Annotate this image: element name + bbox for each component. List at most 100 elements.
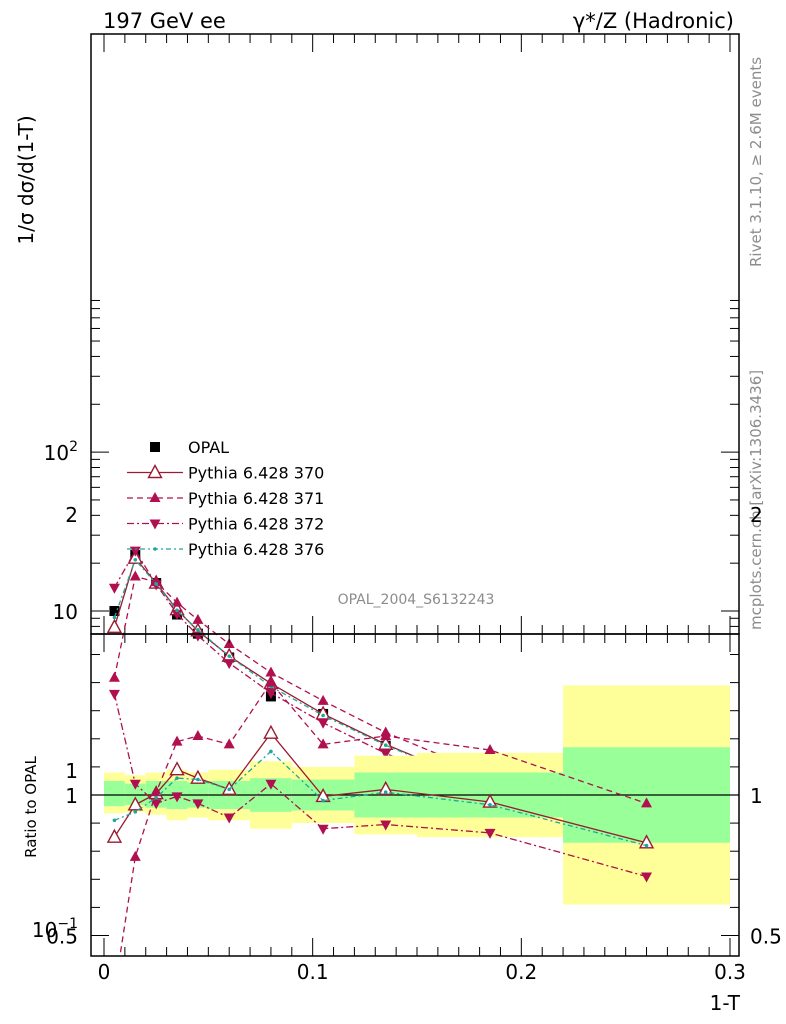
ratio-data-point — [112, 818, 117, 823]
ratio-data-point — [175, 776, 179, 780]
data-point — [227, 654, 231, 658]
ratio-data-point — [641, 872, 653, 883]
main-ytick-label-base: 10 — [44, 441, 69, 465]
data-point — [112, 615, 117, 620]
ratio-data-point — [265, 779, 277, 790]
ratio-ytick-label-left: 0.5 — [46, 925, 78, 949]
ratio-data-point — [380, 820, 392, 831]
ratio-data-point — [380, 729, 392, 740]
ratio-data-point — [482, 793, 498, 808]
data-point — [133, 557, 138, 562]
ratio-xtick-label: 0.2 — [505, 960, 537, 984]
legend-marker — [150, 442, 160, 452]
ratio-data-point — [638, 834, 655, 849]
main-ytick-label-base: 10 — [32, 918, 57, 942]
legend-marker — [149, 519, 161, 530]
data-point — [196, 628, 200, 632]
ratio-data-point — [644, 843, 649, 848]
data-point — [108, 583, 120, 594]
ratio-ytick-label-left: 1 — [65, 784, 78, 808]
data-point — [380, 749, 392, 760]
legend-entry-opal: OPAL — [150, 438, 229, 457]
legend-marker — [149, 492, 161, 502]
ratio-data-point — [223, 738, 235, 749]
data-point — [317, 718, 329, 729]
ratio-data-point — [263, 724, 279, 739]
ratio-data-point — [171, 735, 183, 746]
ratio-data-point — [127, 796, 143, 811]
data-point — [154, 582, 158, 586]
ratio-data-point — [171, 792, 183, 803]
ratio-data-point — [265, 676, 277, 687]
data-point — [265, 688, 277, 699]
ratio-data-point — [641, 797, 653, 808]
data-point — [265, 666, 277, 677]
legend-label: OPAL — [188, 438, 229, 457]
ratio-series-pythia-6-428-372 — [108, 689, 653, 883]
data-point — [192, 613, 204, 624]
analysis-label: OPAL_2004_S6132243 — [338, 592, 495, 608]
ratio-data-point — [150, 786, 162, 797]
data-point — [175, 608, 179, 613]
ratio-xtick-label: 0 — [98, 960, 111, 984]
ratio-xlabel: 1-T — [710, 991, 741, 1015]
ratio-ticks: 0.5 0.51 12 20 0.1 0.2 0.3 — [46, 503, 782, 984]
data-point — [321, 713, 325, 718]
ratio-data-point — [484, 828, 496, 839]
data-point — [109, 606, 120, 616]
data-point — [129, 570, 141, 581]
ratio-data-point — [223, 813, 235, 824]
ratio-data-point — [150, 799, 162, 810]
ratio-xtick-label: 0.1 — [297, 960, 329, 984]
data-point — [108, 671, 120, 682]
main-ytick-label-exp: 2 — [69, 439, 78, 455]
data-point — [317, 694, 329, 705]
ratio-data-point — [196, 777, 200, 782]
ratio-data-point — [317, 738, 329, 749]
legend-marker — [153, 547, 157, 551]
ratio-series-pythia-6-428-371 — [109, 676, 653, 996]
ratio-data-point — [378, 780, 394, 796]
legend-entry-pythia-6-428-372: Pythia 6.428 372 — [127, 515, 324, 534]
main-ylabel: 1/σ dσ/d(1-T) — [14, 115, 38, 244]
ratio-data-point — [129, 779, 141, 790]
main-ytick-label-exp: −1 — [57, 916, 78, 932]
main-ytick-label-base: 1 — [65, 759, 78, 783]
legend: OPAL Pythia 6.428 370 Pythia 6.428 371 Pyth… — [127, 438, 324, 559]
ratio-data-point — [321, 798, 325, 803]
ratio-data-point — [269, 749, 273, 754]
data-point — [129, 546, 141, 557]
ratio-series-pythia-6-428-376 — [112, 749, 649, 848]
legend-entry-pythia-6-428-370: Pythia 6.428 370 — [127, 464, 324, 483]
band-inner — [124, 783, 146, 805]
main-ytick-label: 10−1 — [32, 916, 78, 942]
ratio-data-point — [488, 803, 492, 807]
main-ytick-label-base: 10 — [53, 600, 78, 624]
ratio-data-point — [106, 828, 123, 843]
legend-label: Pythia 6.428 370 — [188, 464, 324, 483]
ratio-ytick-label-right: 0.5 — [750, 925, 782, 949]
ratio-data-point — [108, 689, 120, 700]
ratio-data-point — [169, 761, 185, 776]
legend-marker — [147, 464, 163, 479]
ratio-data-point — [109, 986, 120, 996]
ratio-data-point — [317, 824, 329, 835]
data-point — [106, 618, 123, 633]
ratio-ytick-label-left: 2 — [65, 503, 78, 527]
legend-label: Pythia 6.428 372 — [188, 515, 324, 534]
ratio-xtick-label: 0.3 — [714, 960, 746, 984]
data-point — [383, 743, 388, 748]
ratio-data-point — [192, 799, 204, 810]
ratio-series — [106, 676, 655, 996]
ratio-data-point — [227, 787, 231, 792]
data-point — [171, 596, 183, 607]
ratio-data-point — [192, 729, 204, 740]
ratio-ylabel: Ratio to OPAL — [22, 756, 40, 858]
band-inner — [104, 780, 125, 807]
ratio-ytick-label-right: 1 — [750, 784, 763, 808]
legend-label: Pythia 6.428 371 — [188, 489, 324, 508]
ratio-data-point — [154, 796, 158, 800]
ratio-data-point — [484, 744, 496, 755]
